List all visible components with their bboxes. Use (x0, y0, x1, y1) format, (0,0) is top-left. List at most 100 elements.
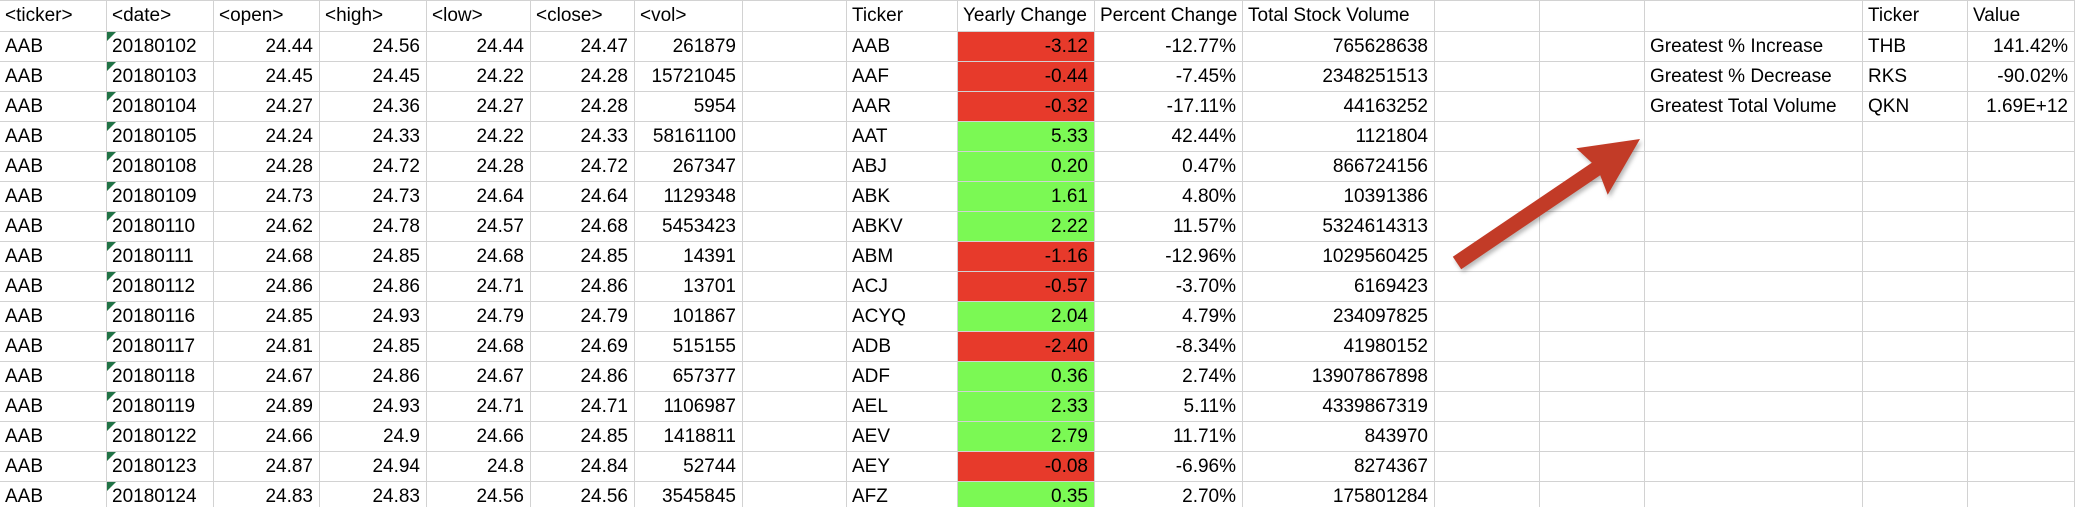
high-cell[interactable]: 24.73 (320, 182, 427, 212)
greatest-label-cell[interactable] (1645, 422, 1863, 452)
summary-ticker-cell[interactable]: ACYQ (847, 302, 958, 332)
greatest-label-cell[interactable]: Greatest Total Volume (1645, 92, 1863, 122)
high-cell[interactable]: 24.85 (320, 242, 427, 272)
date-cell[interactable]: 20180109 (107, 182, 214, 212)
greatest-label-cell[interactable] (1645, 392, 1863, 422)
high-cell[interactable]: 24.78 (320, 212, 427, 242)
high-cell[interactable]: 24.93 (320, 302, 427, 332)
close-cell[interactable]: 24.71 (531, 392, 635, 422)
low-cell[interactable]: 24.68 (427, 332, 531, 362)
greatest-ticker-cell[interactable] (1863, 482, 1968, 507)
ticker-cell[interactable]: AAB (0, 482, 107, 507)
yearly-change-cell[interactable]: 2.33 (958, 392, 1095, 422)
blank-cell[interactable] (743, 212, 847, 242)
vol-cell[interactable]: 58161100 (635, 122, 743, 152)
ticker-cell[interactable]: AAB (0, 242, 107, 272)
summary-ticker-cell[interactable]: ABJ (847, 152, 958, 182)
high-cell[interactable]: 24.9 (320, 422, 427, 452)
low-cell[interactable]: 24.79 (427, 302, 531, 332)
date-cell[interactable]: 20180119 (107, 392, 214, 422)
yearly-change-cell[interactable]: -2.40 (958, 332, 1095, 362)
open-cell[interactable]: 24.86 (214, 272, 320, 302)
percent-change-cell[interactable]: 4.80% (1095, 182, 1243, 212)
open-cell[interactable]: 24.83 (214, 482, 320, 507)
vol-cell[interactable]: 267347 (635, 152, 743, 182)
percent-change-cell[interactable]: 0.47% (1095, 152, 1243, 182)
blank-cell[interactable] (743, 302, 847, 332)
percent-change-cell[interactable]: -7.45% (1095, 62, 1243, 92)
yearly-change-cell[interactable]: 0.20 (958, 152, 1095, 182)
summary-ticker-cell[interactable]: ABKV (847, 212, 958, 242)
low-cell[interactable]: 24.71 (427, 272, 531, 302)
total-volume-cell[interactable]: 13907867898 (1243, 362, 1435, 392)
date-cell[interactable]: 20180122 (107, 422, 214, 452)
greatest-ticker-cell[interactable] (1863, 152, 1968, 182)
yearly-change-cell[interactable]: -0.32 (958, 92, 1095, 122)
blank-cell[interactable] (1435, 32, 1540, 62)
close-cell[interactable]: 24.72 (531, 152, 635, 182)
blank-cell[interactable] (743, 122, 847, 152)
total-volume-cell[interactable]: 2348251513 (1243, 62, 1435, 92)
greatest-label-cell[interactable] (1645, 272, 1863, 302)
close-cell[interactable]: 24.64 (531, 182, 635, 212)
high-cell[interactable]: 24.86 (320, 272, 427, 302)
greatest-value-cell[interactable] (1968, 212, 2075, 242)
greatest-value-cell[interactable] (1968, 482, 2075, 507)
greatest-label-cell[interactable] (1645, 122, 1863, 152)
blank-cell[interactable] (1540, 302, 1645, 332)
total-volume-cell[interactable]: 175801284 (1243, 482, 1435, 507)
greatest-ticker-header-cell[interactable]: Ticker (1863, 1, 1968, 32)
blank-cell[interactable] (1435, 422, 1540, 452)
summary-ticker-cell[interactable]: ADF (847, 362, 958, 392)
blank-cell[interactable] (743, 482, 847, 507)
low-header-cell[interactable]: <low> (427, 1, 531, 32)
greatest-value-cell[interactable] (1968, 242, 2075, 272)
greatest-ticker-cell[interactable] (1863, 332, 1968, 362)
summary-ticker-cell[interactable]: ABK (847, 182, 958, 212)
vol-cell[interactable]: 101867 (635, 302, 743, 332)
ticker-cell[interactable]: AAB (0, 392, 107, 422)
high-cell[interactable]: 24.93 (320, 392, 427, 422)
blank-cell[interactable] (1540, 152, 1645, 182)
vol-header-cell[interactable]: <vol> (635, 1, 743, 32)
low-cell[interactable]: 24.56 (427, 482, 531, 507)
close-cell[interactable]: 24.86 (531, 362, 635, 392)
open-cell[interactable]: 24.68 (214, 242, 320, 272)
percent-change-cell[interactable]: -3.70% (1095, 272, 1243, 302)
total-volume-cell[interactable]: 6169423 (1243, 272, 1435, 302)
summary-ticker-cell[interactable]: AAT (847, 122, 958, 152)
open-cell[interactable]: 24.62 (214, 212, 320, 242)
date-cell[interactable]: 20180116 (107, 302, 214, 332)
low-cell[interactable]: 24.66 (427, 422, 531, 452)
greatest-value-cell[interactable] (1968, 272, 2075, 302)
greatest-ticker-cell[interactable] (1863, 452, 1968, 482)
blank-cell[interactable] (1540, 392, 1645, 422)
low-cell[interactable]: 24.22 (427, 62, 531, 92)
greatest-value-cell[interactable] (1968, 362, 2075, 392)
blank-cell[interactable] (743, 92, 847, 122)
greatest-label-cell[interactable] (1645, 452, 1863, 482)
total-volume-cell[interactable]: 41980152 (1243, 332, 1435, 362)
ticker-cell[interactable]: AAB (0, 182, 107, 212)
open-header-cell[interactable]: <open> (214, 1, 320, 32)
date-cell[interactable]: 20180105 (107, 122, 214, 152)
blank-cell[interactable] (743, 332, 847, 362)
close-cell[interactable]: 24.79 (531, 302, 635, 332)
total-volume-cell[interactable]: 234097825 (1243, 302, 1435, 332)
low-cell[interactable]: 24.22 (427, 122, 531, 152)
yearly-change-cell[interactable]: 5.33 (958, 122, 1095, 152)
percent-change-cell[interactable]: -8.34% (1095, 332, 1243, 362)
greatest-ticker-cell[interactable] (1863, 422, 1968, 452)
greatest-label-cell[interactable] (1645, 302, 1863, 332)
greatest-value-cell[interactable] (1968, 152, 2075, 182)
close-cell[interactable]: 24.28 (531, 92, 635, 122)
low-cell[interactable]: 24.27 (427, 92, 531, 122)
greatest-label-cell[interactable]: Greatest % Decrease (1645, 62, 1863, 92)
blank-cell[interactable] (1435, 92, 1540, 122)
percent-change-cell[interactable]: 11.57% (1095, 212, 1243, 242)
greatest-ticker-cell[interactable] (1863, 272, 1968, 302)
blank-cell[interactable] (1540, 422, 1645, 452)
open-cell[interactable]: 24.28 (214, 152, 320, 182)
high-cell[interactable]: 24.85 (320, 332, 427, 362)
open-cell[interactable]: 24.44 (214, 32, 320, 62)
